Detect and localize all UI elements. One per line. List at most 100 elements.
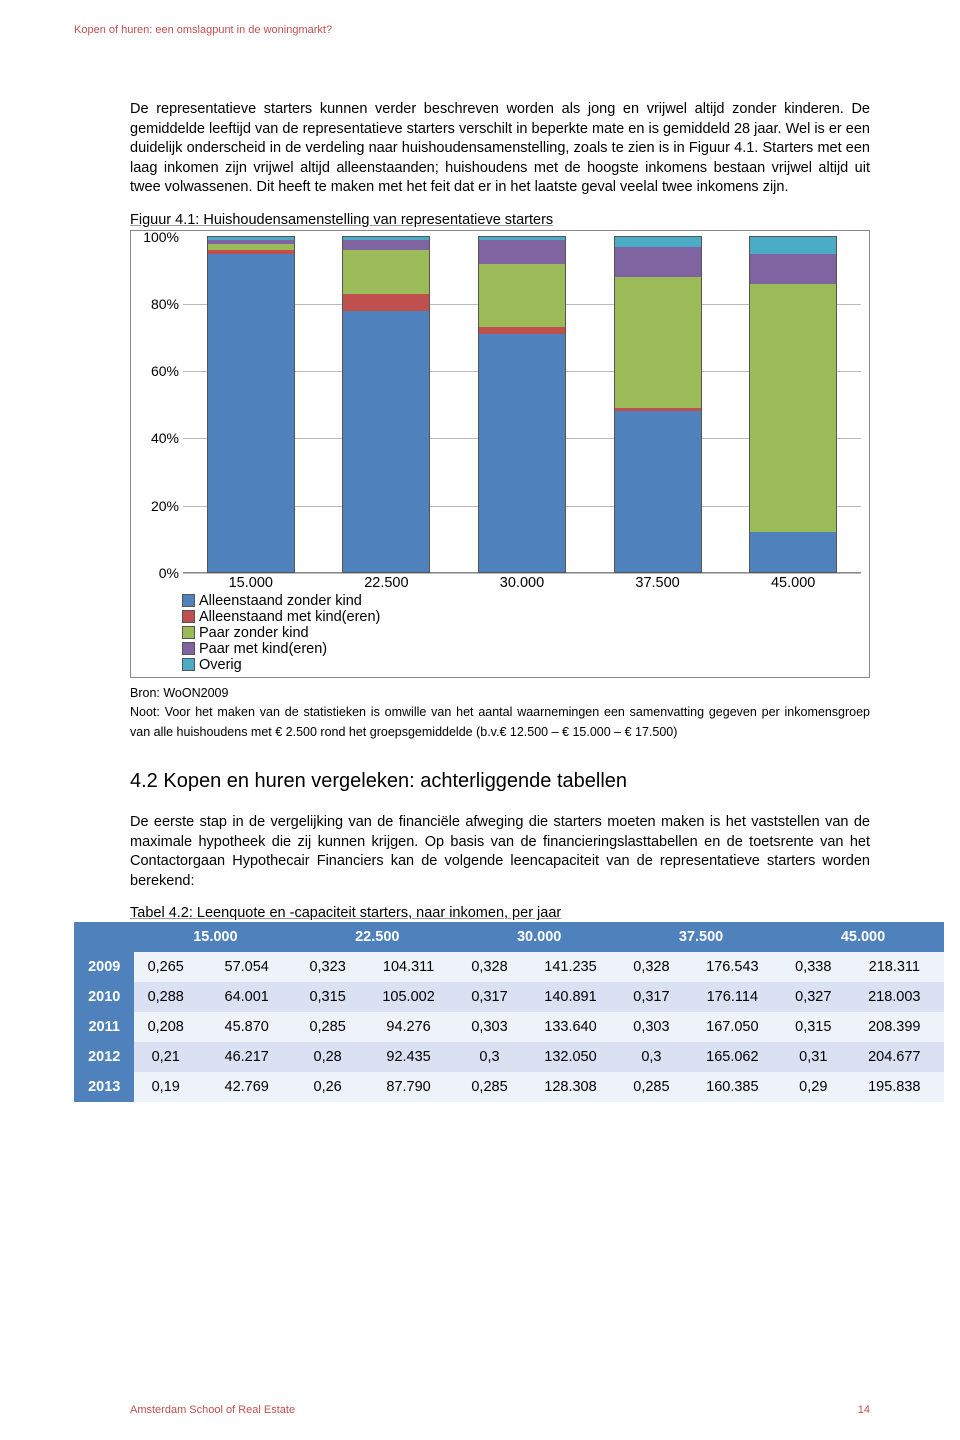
table-cell: 0,285 — [296, 1012, 359, 1042]
table-cell: 0,208 — [134, 1012, 197, 1042]
table-cell: 0,265 — [134, 952, 197, 982]
chart-bar — [208, 237, 294, 572]
table-cell: 104.311 — [359, 952, 458, 982]
table-cell: 167.050 — [683, 1012, 782, 1042]
table-cell: 0,19 — [134, 1072, 197, 1102]
table-cell: 208.399 — [845, 1012, 944, 1042]
chart-segment — [750, 254, 836, 284]
table-cell: 45.870 — [197, 1012, 296, 1042]
table-cell: 0,3 — [458, 1042, 521, 1072]
paragraph-1: De representatieve starters kunnen verde… — [130, 100, 870, 198]
table-cell: 140.891 — [521, 982, 620, 1012]
legend-label: Paar met kind(eren) — [199, 641, 327, 657]
table-cell: 105.002 — [359, 982, 458, 1012]
chart-bar — [479, 237, 565, 572]
y-axis-label: 20% — [139, 498, 179, 514]
table-cell: 0,327 — [782, 982, 845, 1012]
x-axis-label: 45.000 — [771, 575, 815, 591]
table-cell: 0,323 — [296, 952, 359, 982]
y-axis-label: 60% — [139, 363, 179, 379]
table-row: 20120,2146.2170,2892.4350,3132.0500,3165… — [74, 1042, 944, 1072]
figure-source-note: Bron: WoON2009 Noot: Voor het maken van … — [130, 684, 870, 742]
table-cell: 0,317 — [458, 982, 521, 1012]
legend-label: Overig — [199, 657, 242, 673]
y-axis-label: 0% — [139, 565, 179, 581]
table-row: 20100,28864.0010,315105.0020,317140.8910… — [74, 982, 944, 1012]
table-row-header: 2013 — [74, 1072, 134, 1102]
table-row-header: 2012 — [74, 1042, 134, 1072]
chart-segment — [479, 327, 565, 334]
table-col-header: 30.000 — [458, 922, 620, 952]
table-cell: 0,29 — [782, 1072, 845, 1102]
table-cell: 218.003 — [845, 982, 944, 1012]
table-cell: 0,317 — [620, 982, 683, 1012]
legend-label: Alleenstaand met kind(eren) — [199, 609, 380, 625]
table-cell: 128.308 — [521, 1072, 620, 1102]
table-cell: 0,26 — [296, 1072, 359, 1102]
legend-swatch — [183, 643, 194, 654]
figure-caption: Figuur 4.1: Huishoudensamenstelling van … — [130, 212, 870, 228]
table-row-header: 2010 — [74, 982, 134, 1012]
table-cell: 0,328 — [620, 952, 683, 982]
table-row: 20090,26557.0540,323104.3110,328141.2350… — [74, 952, 944, 982]
x-axis-label: 22.500 — [364, 575, 408, 591]
y-axis-label: 40% — [139, 430, 179, 446]
x-axis-label: 30.000 — [500, 575, 544, 591]
legend-item: Alleenstaand zonder kind — [183, 593, 522, 609]
chart-bar — [343, 237, 429, 572]
table-col-header: 37.500 — [620, 922, 782, 952]
table-cell: 92.435 — [359, 1042, 458, 1072]
legend-swatch — [183, 595, 194, 606]
table-col-header: 45.000 — [782, 922, 944, 952]
chart-segment — [479, 264, 565, 328]
x-axis-label: 15.000 — [229, 575, 273, 591]
legend-label: Paar zonder kind — [199, 625, 309, 641]
table-cell: 0,338 — [782, 952, 845, 982]
chart-segment — [615, 277, 701, 408]
legend-item: Paar zonder kind — [183, 625, 522, 641]
table-cell: 42.769 — [197, 1072, 296, 1102]
chart-bar — [615, 237, 701, 572]
legend-item: Overig — [183, 657, 522, 673]
chart-segment — [750, 237, 836, 254]
table-cell: 0,288 — [134, 982, 197, 1012]
table-corner — [74, 922, 134, 952]
table-cell: 218.311 — [845, 952, 944, 982]
table-cell: 0,21 — [134, 1042, 197, 1072]
y-axis-label: 100% — [139, 229, 179, 245]
chart-segment — [343, 250, 429, 294]
chart-segment — [479, 240, 565, 263]
table-cell: 46.217 — [197, 1042, 296, 1072]
table-cell: 0,315 — [782, 1012, 845, 1042]
table-cell: 57.054 — [197, 952, 296, 982]
chart-segment — [615, 237, 701, 247]
table-cell: 195.838 — [845, 1072, 944, 1102]
table-cell: 0,303 — [458, 1012, 521, 1042]
figure-source: Bron: WoON2009 — [130, 686, 228, 700]
legend-item: Alleenstaand met kind(eren) — [183, 609, 522, 625]
chart-segment — [750, 284, 836, 532]
table-cell: 176.543 — [683, 952, 782, 982]
chart-segment — [615, 411, 701, 572]
table-row-header: 2009 — [74, 952, 134, 982]
section-4-2-heading: 4.2 Kopen en huren vergeleken: achterlig… — [130, 770, 870, 793]
table-row-header: 2011 — [74, 1012, 134, 1042]
table-cell: 0,328 — [458, 952, 521, 982]
chart-segment — [615, 247, 701, 277]
chart-segment — [750, 532, 836, 572]
chart-segment — [343, 311, 429, 572]
paragraph-2: De eerste stap in de vergelijking van de… — [130, 813, 870, 891]
chart-bar — [750, 237, 836, 572]
y-axis-label: 80% — [139, 296, 179, 312]
figure-note: Noot: Voor het maken van de statistieken… — [130, 705, 870, 738]
chart-segment — [343, 294, 429, 311]
table-cell: 87.790 — [359, 1072, 458, 1102]
table-cell: 64.001 — [197, 982, 296, 1012]
chart-segment — [343, 240, 429, 250]
chart-segment — [479, 334, 565, 572]
table-cell: 0,31 — [782, 1042, 845, 1072]
legend-label: Alleenstaand zonder kind — [199, 593, 362, 609]
table-cell: 0,3 — [620, 1042, 683, 1072]
chart-segment — [208, 254, 294, 572]
table-cell: 94.276 — [359, 1012, 458, 1042]
